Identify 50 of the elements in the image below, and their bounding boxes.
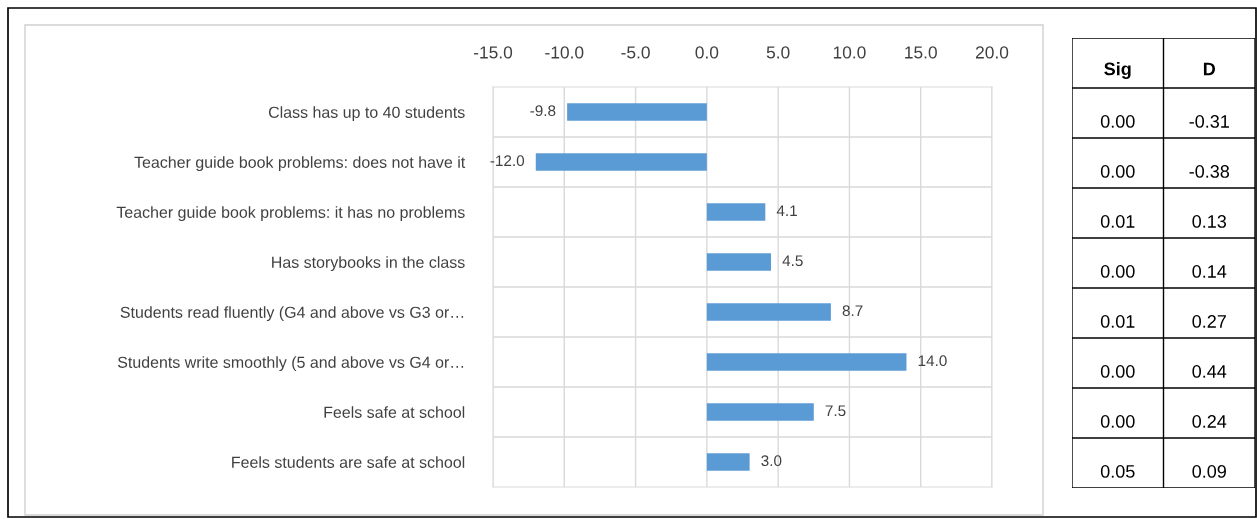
bar [706, 453, 750, 471]
x-tick-label: -15.0 [473, 46, 513, 59]
y-tick-label: Has storybooks in the class [272, 256, 465, 272]
text: 0.00 [1100, 115, 1135, 128]
data-label: 4.5 [782, 255, 803, 267]
y-tick-label: Feels safe at school [324, 406, 465, 418]
x-tick-label: 0.0 [695, 46, 719, 59]
text: 0.00 [1100, 415, 1135, 428]
x-tick-label: -5.0 [621, 46, 650, 59]
text: 0.00 [1100, 365, 1135, 378]
text: 0.01 [1100, 315, 1135, 328]
bar [535, 153, 707, 171]
text: 0.01 [1100, 215, 1135, 228]
y-tick-label: Feels students are safe at school [232, 456, 465, 468]
data-label: -9.8 [530, 105, 556, 117]
x-tick-label: 5.0 [766, 46, 790, 59]
bar [706, 303, 831, 321]
data-label: 3.0 [761, 455, 782, 467]
data-label: 4.1 [776, 205, 797, 216]
category-label: D [1203, 62, 1216, 76]
x-tick-label: -10.0 [545, 46, 584, 59]
bar [706, 253, 772, 271]
text: 0.05 [1100, 465, 1135, 478]
y-tick-label: Teacher guide book problems: does not have it [134, 156, 466, 172]
bar [706, 203, 766, 221]
bar [706, 403, 814, 421]
text: 0.00 [1100, 165, 1135, 178]
category-label: Sig [1104, 62, 1131, 79]
data-label: 7.5 [825, 405, 846, 417]
x-tick-label: 20.0 [975, 46, 1009, 59]
data-label: 14.0 [918, 355, 947, 367]
text: -0.38 [1189, 165, 1230, 178]
y-tick-label: Class has up to 40 students [268, 106, 465, 122]
text: 0.00 [1100, 265, 1135, 278]
y-tick-label: Students write smoothly (5 and above vs G4 or… [117, 356, 464, 372]
text: -0.31 [1189, 115, 1229, 128]
text: 0.14 [1192, 265, 1227, 278]
text: 0.24 [1192, 415, 1227, 428]
text: 0.44 [1192, 365, 1227, 378]
bar [567, 103, 707, 121]
text: 0.09 [1192, 465, 1226, 478]
text: 0.13 [1192, 215, 1227, 228]
data-label: -12.0 [490, 155, 525, 167]
x-tick-label: 15.0 [905, 46, 937, 59]
x-tick-label: 10.0 [833, 46, 866, 59]
data-label: 8.7 [842, 305, 863, 317]
y-tick-label: Teacher guide book problems: it has no problems [116, 206, 465, 222]
y-tick-label: Students read fluently (G4 and above vs G3 or… [120, 306, 464, 322]
bar [706, 353, 907, 371]
text: 0.27 [1192, 315, 1226, 328]
